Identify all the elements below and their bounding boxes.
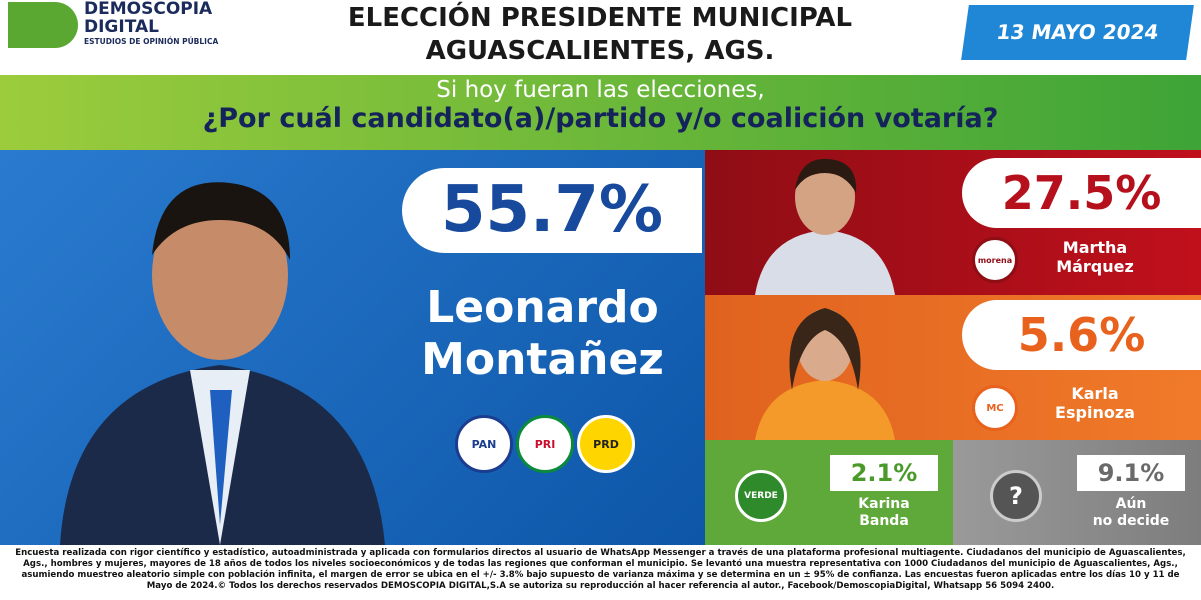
party-logo: VERDE — [735, 470, 787, 522]
name-line: Montañez — [421, 334, 664, 385]
party-logo: MC — [972, 385, 1018, 431]
logo-text: DIGITAL — [84, 17, 159, 37]
question-banner: Si hoy fueran las elecciones, ¿Por cuál … — [0, 75, 1201, 150]
question-line: Si hoy fueran las elecciones, — [436, 77, 765, 103]
leader-photo — [60, 182, 385, 545]
logo-text: DEMOSCOPIA — [84, 0, 213, 19]
name-line: Aún — [1115, 496, 1147, 512]
candidate-name: Karla Espinoza — [1020, 384, 1170, 422]
logo-tagline: ESTUDIOS DE OPINIÓN PÚBLICA — [84, 37, 219, 46]
name-line: Espinoza — [1055, 403, 1135, 422]
name-line: Leonardo — [426, 282, 659, 333]
candidate-name: Martha Márquez — [1020, 238, 1170, 276]
party-logo: PRI — [516, 415, 574, 473]
name-line: Martha — [1062, 238, 1128, 257]
name-line: Karina — [858, 496, 910, 512]
title-line: AGUASCALIENTES, AGS. — [425, 36, 775, 66]
logo-icon — [8, 2, 78, 48]
party-logo: morena — [972, 237, 1018, 283]
leader-percent: 55.7% — [402, 168, 702, 253]
candidate-photo — [755, 158, 895, 295]
candidate-percent: 9.1% — [1077, 455, 1185, 491]
date-badge: 13 MAYO 2024 — [961, 5, 1194, 60]
title: ELECCIÓN PRESIDENTE MUNICIPAL AGUASCALIEN… — [290, 2, 910, 68]
candidate-percent: 2.1% — [830, 455, 938, 491]
name-line: Banda — [859, 513, 909, 529]
undecided-icon: ? — [990, 470, 1042, 522]
name-line: Karla — [1071, 384, 1119, 403]
candidate-name: Karina Banda — [830, 496, 938, 530]
footer-note: Encuesta realizada con rigor científico … — [15, 548, 1186, 591]
name-line: no decide — [1092, 513, 1170, 529]
title-line: ELECCIÓN PRESIDENTE MUNICIPAL — [347, 3, 853, 33]
leader-name: Leonardo Montañez — [405, 282, 680, 386]
candidate-percent: 27.5% — [962, 158, 1201, 228]
question-line: ¿Por cuál candidato(a)/partido y/o coali… — [202, 103, 999, 134]
party-logo: PAN — [455, 415, 513, 473]
candidate-percent: 5.6% — [962, 300, 1201, 370]
logo-name: DEMOSCOPIA DIGITAL — [84, 0, 212, 36]
name-line: Márquez — [1056, 257, 1134, 276]
candidate-name: Aún no decide — [1077, 496, 1185, 530]
party-logo: PRD — [577, 415, 635, 473]
candidate-photo — [755, 308, 895, 440]
